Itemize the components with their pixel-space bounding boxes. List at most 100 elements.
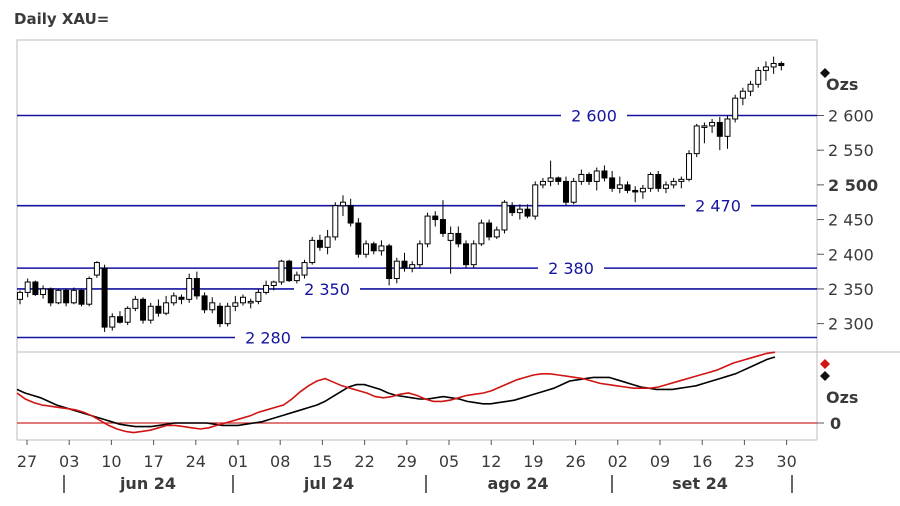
x-tick-label: 09 [650,452,670,471]
candle-down [601,170,608,179]
candle-down [778,62,785,67]
candle-up [570,180,577,203]
candle-up [516,208,523,214]
y-tick-label: 2 350 [828,280,874,299]
candle-down [655,173,662,189]
candle-up [278,260,285,283]
candle-up [686,153,693,180]
candle-up [662,184,669,189]
candle-up [270,281,277,286]
candle-up [770,62,777,68]
candle-up [224,305,231,325]
x-tick-label: 26 [565,452,585,471]
candle-down [624,184,631,191]
candle-up [547,177,554,182]
candle-down [463,243,470,266]
candle-up [263,284,270,293]
candles-group [17,56,785,332]
candle-up [755,69,762,85]
candle-up [255,291,262,302]
y-tick-label: 2 450 [828,211,874,230]
candle-down [562,180,569,203]
candle-down [140,298,147,321]
candle-down [78,289,85,305]
candle-up [132,298,139,309]
candle-down [155,305,162,314]
candle-down [316,239,323,248]
candle-up [93,262,100,276]
candle-down [401,260,408,269]
chart-title: Daily XAU= [14,10,110,28]
y-tick-label: 2 600 [828,107,874,126]
candle-up [693,125,700,155]
candle-up [309,239,316,264]
level-label: 2 380 [548,259,594,278]
candle-down [370,243,377,252]
candle-up [732,97,739,120]
candle-up [170,295,177,304]
osc-tick-label: 0 [830,414,841,433]
candle-up [293,274,300,282]
candle-up [363,243,370,255]
candle-up [40,288,47,295]
x-tick-label: 19 [523,452,543,471]
x-tick-label: 12 [481,452,501,471]
osc-unit-label: Ozs [826,388,858,407]
x-tick-label: 10 [101,452,121,471]
candle-up [724,118,731,137]
candle-up [416,243,423,266]
candle-up [163,302,170,314]
candle-down [386,245,393,280]
candle-up [639,187,646,193]
y-tick-label: 2 500 [828,176,878,195]
candle-up [339,201,346,207]
candle-down [47,288,54,304]
level-label: 2 280 [245,329,291,348]
candle-down [101,267,108,328]
candle-up [616,184,623,189]
candle-up [501,201,508,231]
y-tick-label: 2 550 [828,141,874,160]
candle-up [240,296,247,304]
candle-down [32,281,39,295]
candle-up [324,236,331,248]
candle-up [493,229,500,238]
candle-down [439,219,446,234]
candle-down [555,177,562,182]
x-tick-label: 01 [228,452,248,471]
candle-up [301,262,308,276]
candle-up [578,173,585,182]
candle-down [432,215,439,221]
candle-up [378,245,385,252]
candle-up [762,66,769,71]
candle-up [747,83,754,92]
osc-black-line [16,356,776,428]
candle-down [286,260,293,282]
candle-down [509,205,516,214]
candle-up [701,125,708,128]
y-tick-label: 2 400 [828,245,874,264]
candle-up [409,264,416,269]
candle-up [447,232,454,241]
candle-up [24,281,31,293]
month-label: jul 24 [303,474,354,493]
candle-up [593,170,600,182]
candle-up [209,302,216,311]
candle-up [55,289,62,304]
candle-down [63,289,70,304]
candle-up [124,307,131,323]
month-label: jun 24 [119,474,176,493]
candle-down [586,173,593,182]
x-tick-label: 30 [776,452,796,471]
x-tick-label: 02 [608,452,628,471]
candle-up [232,302,239,307]
month-label: set 24 [672,474,728,493]
x-tick-label: 15 [312,452,332,471]
candle-up [70,289,77,304]
y-tick-label: 2 300 [828,315,874,334]
x-tick-label: 08 [270,452,290,471]
x-tick-label: 23 [734,452,754,471]
candle-down [201,295,208,311]
month-label: ago 24 [487,474,548,493]
